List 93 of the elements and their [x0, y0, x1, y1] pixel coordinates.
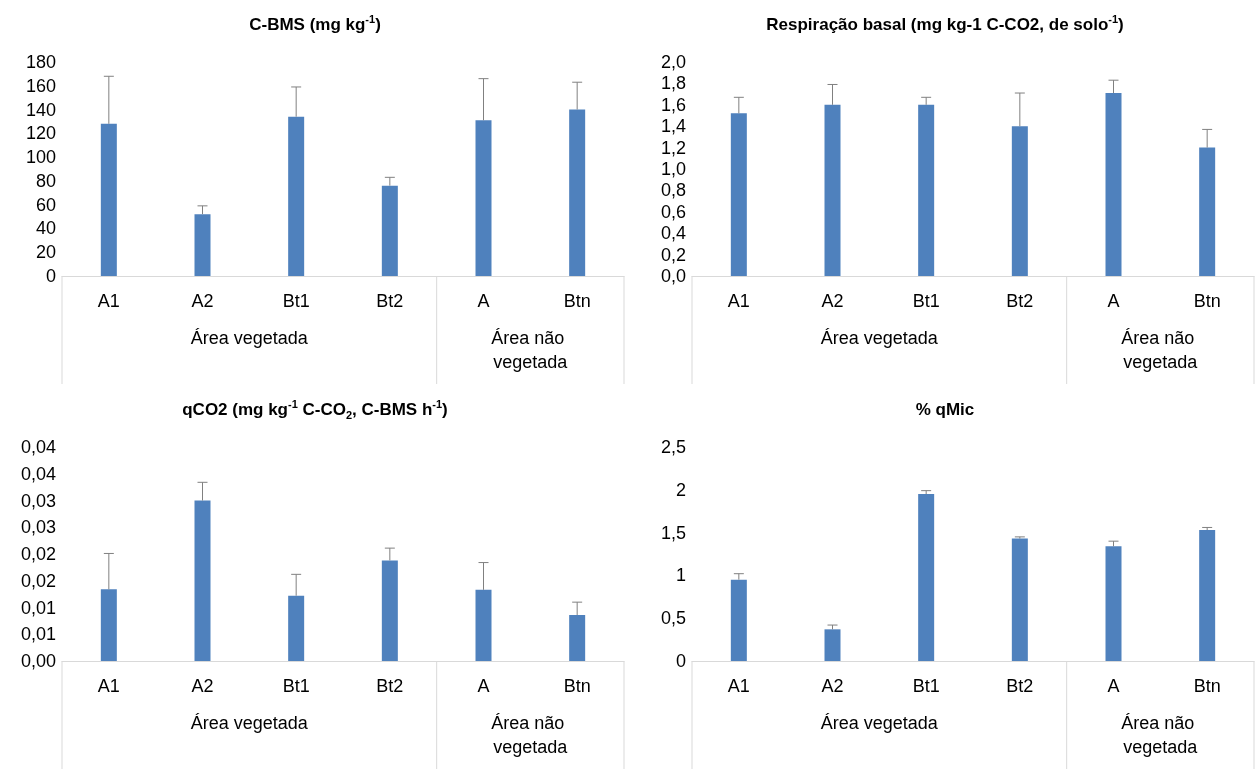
chart-title: % qMic [915, 399, 975, 419]
x-tick-label: A1 [727, 676, 750, 696]
x-tick-label: Btn [563, 291, 591, 311]
x-tick-label: A [477, 676, 490, 696]
y-tick-label: 1,5 [660, 522, 686, 543]
x-tick-label: A2 [821, 676, 844, 696]
text: Área não vegetada [1121, 328, 1200, 372]
bar [730, 113, 747, 276]
bar [824, 104, 841, 276]
y-tick-label: 180 [25, 52, 56, 72]
y-tick-label: 0 [675, 651, 686, 671]
bar [288, 116, 305, 276]
y-tick-label: 80 [35, 170, 56, 191]
y-tick-label: 140 [25, 99, 56, 120]
bar [918, 104, 935, 276]
bar [381, 560, 398, 661]
y-tick-label: 0,2 [660, 244, 686, 265]
x-tick-label: A [477, 291, 490, 311]
x-tick-label: A [1107, 676, 1120, 696]
y-tick-label: 1 [675, 565, 686, 586]
y-tick-label: 2,0 [660, 52, 686, 72]
x-tick-label: A2 [191, 676, 214, 696]
y-tick-label: 0,04 [20, 463, 56, 484]
bar [918, 494, 935, 661]
bar [475, 589, 492, 661]
y-tick-label: 0,8 [660, 180, 686, 201]
x-tick-label: A1 [97, 291, 120, 311]
bar [100, 589, 117, 661]
text: Área vegetada [190, 328, 309, 348]
x-tick-label: Bt2 [376, 291, 404, 311]
y-tick-label: 1,2 [660, 137, 686, 158]
x-tick-label: Bt1 [912, 291, 940, 311]
x-tick-label: Bt1 [282, 676, 310, 696]
x-tick-label: Btn [563, 676, 591, 696]
y-tick-label: 100 [25, 147, 56, 168]
x-tick-label: A2 [191, 291, 214, 311]
bar [475, 120, 492, 276]
y-tick-label: 0,01 [20, 597, 56, 618]
bar [1011, 126, 1028, 276]
bar [194, 214, 211, 276]
x-tick-label: A [1107, 291, 1120, 311]
y-tick-label: 60 [35, 194, 56, 215]
y-tick-label: 0,5 [660, 608, 686, 629]
y-tick-label: 160 [25, 75, 56, 96]
y-tick-label: 0,0 [660, 266, 686, 286]
bar [1105, 93, 1122, 276]
x-tick-label: A2 [821, 291, 844, 311]
x-tick-label: Bt2 [1006, 676, 1034, 696]
y-tick-label: 0,03 [20, 490, 56, 511]
y-tick-label: 0,02 [20, 570, 56, 591]
y-tick-label: 0 [45, 266, 56, 286]
y-tick-label: 0,4 [660, 223, 686, 244]
y-tick-label: 2,5 [660, 437, 686, 457]
bar [824, 629, 841, 661]
bar [100, 123, 117, 276]
y-tick-label: 1,4 [660, 116, 686, 137]
x-tick-label: Btn [1193, 291, 1221, 311]
y-tick-label: 1,0 [660, 159, 686, 179]
x-tick-label: A1 [727, 291, 750, 311]
y-tick-label: 40 [35, 218, 56, 239]
y-tick-label: 0,03 [20, 517, 56, 538]
bar [1199, 530, 1216, 661]
x-tick-label: Bt1 [282, 291, 310, 311]
y-tick-label: 0,04 [20, 437, 56, 457]
bar [1105, 546, 1122, 661]
bar [569, 109, 586, 276]
y-tick-label: 1,6 [660, 94, 686, 115]
y-tick-label: 0,00 [20, 651, 56, 671]
x-tick-label: Bt2 [1006, 291, 1034, 311]
text: Área não vegetada [491, 713, 570, 757]
y-tick-label: 1,8 [660, 73, 686, 94]
bar [194, 500, 211, 661]
x-tick-label: A1 [97, 676, 120, 696]
y-tick-label: 120 [25, 123, 56, 144]
bar [1199, 147, 1216, 276]
bar [569, 614, 586, 661]
x-tick-label: Bt2 [376, 676, 404, 696]
y-tick-label: 0,6 [660, 201, 686, 222]
text: Área não vegetada [491, 328, 570, 372]
x-tick-label: Bt1 [912, 676, 940, 696]
bar [381, 185, 398, 276]
text: Área vegetada [190, 713, 309, 733]
y-tick-label: 0,01 [20, 624, 56, 645]
y-tick-label: 2 [675, 479, 686, 500]
text: Área vegetada [820, 713, 939, 733]
bar [1011, 538, 1028, 661]
text: Área vegetada [820, 328, 939, 348]
bar [288, 595, 305, 661]
x-tick-label: Btn [1193, 676, 1221, 696]
bar [730, 579, 747, 661]
text: Área não vegetada [1121, 713, 1200, 757]
y-tick-label: 20 [35, 242, 56, 263]
y-tick-label: 0,02 [20, 544, 56, 564]
